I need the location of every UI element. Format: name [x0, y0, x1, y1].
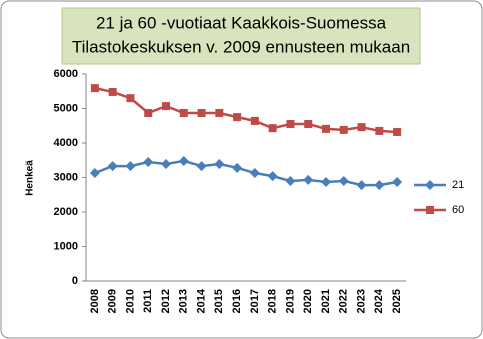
- data-point: [214, 159, 225, 170]
- y-tick-label: 1000: [54, 240, 78, 252]
- x-tick-label: 2025: [391, 289, 403, 313]
- y-tick-label: 4000: [54, 137, 78, 149]
- data-point: [267, 171, 278, 182]
- legend-label: 21: [452, 179, 464, 191]
- y-tick-label: 3000: [54, 171, 78, 183]
- data-point: [233, 113, 242, 122]
- x-tick-label: 2014: [195, 288, 207, 313]
- data-point: [179, 108, 188, 117]
- data-point: [357, 123, 366, 132]
- data-point: [374, 180, 385, 191]
- data-point: [285, 175, 296, 186]
- x-tick-label: 2022: [338, 289, 350, 313]
- y-axis-label: Henkeä: [25, 160, 36, 196]
- data-point: [322, 124, 330, 133]
- data-point: [108, 87, 117, 96]
- x-tick-label: 2009: [107, 289, 119, 313]
- x-tick-label: 2024: [373, 288, 385, 313]
- legend-label: 60: [452, 204, 464, 216]
- data-point: [249, 168, 260, 179]
- data-point: [162, 102, 170, 111]
- data-point: [304, 120, 313, 129]
- y-tick-label: 0: [72, 275, 78, 287]
- x-tick-label: 2021: [320, 289, 332, 313]
- x-tick-label: 2013: [178, 289, 190, 313]
- data-point: [196, 161, 207, 172]
- x-tick-label: 2012: [160, 289, 172, 313]
- data-point: [339, 125, 348, 134]
- y-tick-label: 2000: [54, 206, 78, 218]
- y-tick-label: 6000: [54, 68, 78, 80]
- data-point: [178, 155, 189, 166]
- legend-marker: [425, 180, 435, 190]
- x-tick-label: 2019: [284, 289, 296, 313]
- y-tick-label: 5000: [54, 102, 78, 114]
- x-tick-label: 2010: [124, 289, 136, 313]
- data-point: [356, 180, 367, 191]
- x-tick-label: 2020: [302, 289, 314, 313]
- data-point: [144, 108, 153, 117]
- data-point: [143, 156, 154, 167]
- data-point: [90, 84, 99, 93]
- x-tick-label: 2023: [355, 289, 367, 313]
- data-point: [197, 108, 206, 117]
- chart-title: 21 ja 60 -vuotiaat Kaakkois-Suomessa: [96, 13, 387, 32]
- data-point: [375, 126, 384, 135]
- data-point: [161, 159, 171, 170]
- data-point: [250, 116, 259, 125]
- data-point: [107, 161, 118, 172]
- chart-title: Tilastokeskuksen v. 2009 ennusteen mukaa…: [72, 37, 410, 56]
- title-box: [61, 7, 421, 65]
- x-tick-label: 2016: [231, 289, 243, 313]
- data-point: [338, 175, 349, 186]
- x-tick-label: 2008: [89, 289, 101, 313]
- data-point: [89, 168, 100, 179]
- data-point: [393, 127, 402, 136]
- x-tick-label: 2015: [213, 289, 225, 313]
- data-point: [126, 94, 135, 103]
- data-point: [392, 176, 403, 187]
- data-point: [268, 124, 277, 133]
- x-tick-label: 2018: [267, 289, 279, 313]
- data-point: [303, 174, 314, 185]
- x-tick-label: 2011: [142, 289, 154, 313]
- data-point: [286, 120, 295, 129]
- data-point: [232, 162, 243, 173]
- x-tick-label: 2017: [249, 289, 261, 313]
- data-point: [321, 176, 331, 187]
- legend-marker: [426, 206, 434, 214]
- data-point: [125, 161, 136, 172]
- data-point: [215, 108, 224, 117]
